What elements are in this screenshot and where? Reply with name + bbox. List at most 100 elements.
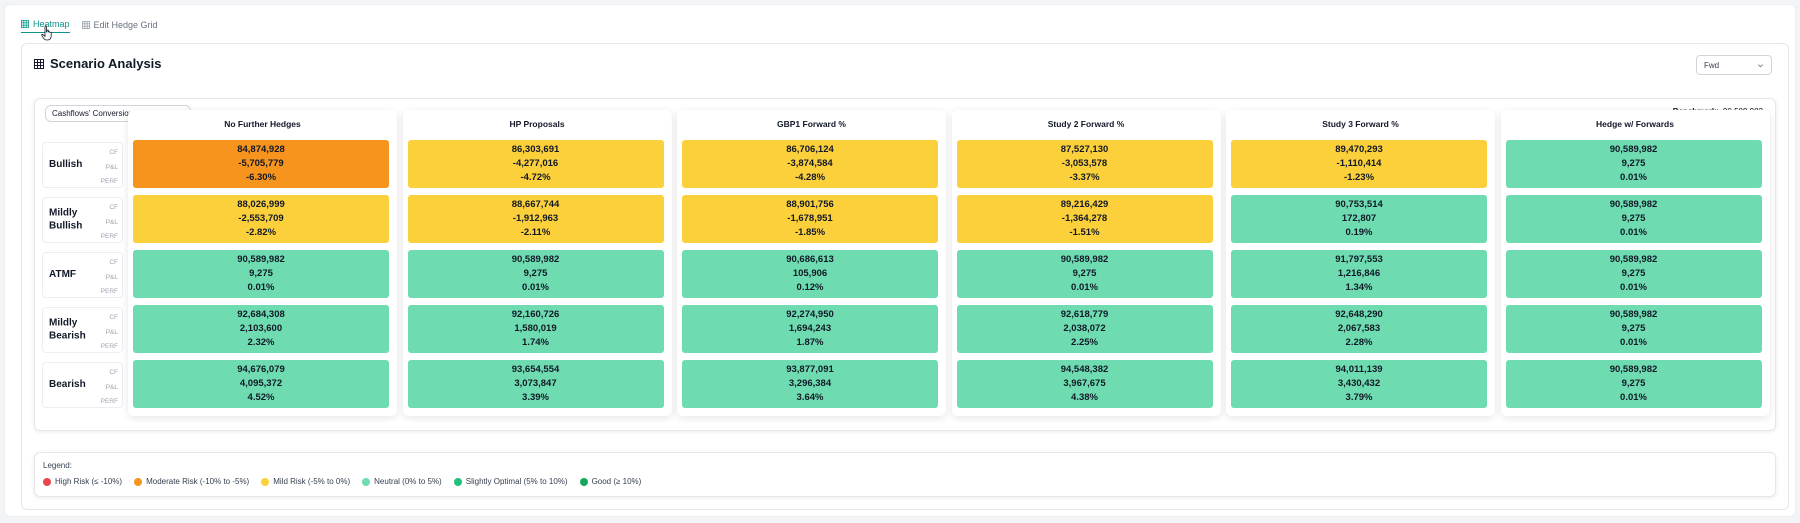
legend-item-label: Neutral (0% to 5%) (374, 477, 442, 486)
cell-pnl-value: 3,296,384 (788, 378, 832, 389)
cell-perf-value: 3.79% (1345, 392, 1373, 403)
cell-pnl-value: 2,103,600 (239, 323, 283, 334)
cell-perf-value: 3.64% (796, 392, 824, 403)
cell-perf-value: 0.01% (1620, 282, 1647, 293)
cell-cf-value: 88,901,756 (786, 199, 834, 210)
cell-perf-value: 1.87% (796, 337, 824, 348)
heatmap-cell[interactable]: 84,874,928 -5,705,779 -6.30% (133, 140, 389, 188)
heatmap-cell[interactable]: 88,901,756 -1,678,951 -1.85% (682, 195, 938, 243)
cell-pnl-value: 2,038,072 (1063, 323, 1106, 334)
cell-cf-value: 92,160,726 (511, 309, 560, 320)
cell-pnl-value: 1,694,243 (788, 323, 832, 334)
rate-type-select[interactable]: Fwd (1696, 55, 1772, 75)
metric-labels: CF P&L PERF (101, 146, 118, 190)
heatmap-cell[interactable]: 90,589,982 9,275 0.01% (956, 250, 1213, 298)
scenario-row-label: Mildly Bearish CF P&L PERF (42, 307, 123, 353)
heatmap-cell[interactable]: 90,589,982 9,275 0.01% (1505, 305, 1762, 353)
metric-label: P&L (105, 218, 118, 226)
cell-pnl-value: -1,364,278 (1061, 213, 1108, 224)
heatmap-cell[interactable]: 89,470,293 -1,110,414 -1.23% (1231, 140, 1487, 188)
cell-pnl-value: 9,275 (1621, 323, 1646, 334)
cell-pnl-value: 3,967,675 (1063, 378, 1106, 389)
scenario-name: Bullish (49, 158, 83, 170)
heatmap-cell[interactable]: 90,589,982 9,275 0.01% (1505, 250, 1762, 298)
cell-perf-value: 2.25% (1071, 337, 1098, 348)
heatmap-cell[interactable]: 93,877,091 3,296,384 3.64% (682, 360, 938, 408)
cell-perf-value: 0.01% (1620, 172, 1647, 183)
cell-cf-value: 89,216,429 (1060, 199, 1109, 210)
legend-dot-icon (579, 477, 588, 486)
cell-cf-value: 90,589,982 (1060, 254, 1109, 265)
legend-item-label: Moderate Risk (-10% to -5%) (146, 477, 250, 486)
heatmap-cell[interactable]: 92,618,779 2,038,072 2.25% (956, 305, 1213, 353)
legend-item-label: Slightly Optimal (5% to 10%) (465, 477, 568, 486)
cell-pnl-value: 9,275 (1621, 158, 1646, 169)
heatmap-cell[interactable]: 92,160,726 1,580,019 1.74% (407, 305, 664, 353)
cell-perf-value: -1.23% (1343, 172, 1375, 183)
cell-perf-value: -4.72% (520, 172, 551, 183)
heatmap-cell[interactable]: 92,684,308 2,103,600 2.32% (133, 305, 389, 353)
cell-pnl-value: 105,906 (792, 268, 828, 279)
cell-perf-value: 0.01% (1620, 392, 1647, 403)
heatmap-cell[interactable]: 92,648,290 2,067,583 2.28% (1231, 305, 1487, 353)
cell-perf-value: -1.85% (794, 227, 826, 238)
heatmap-cell[interactable]: 88,026,999 -2,553,709 -2.82% (133, 195, 389, 243)
app-frame: Heatmap Edit Hedge Grid Scenario Analysi… (4, 4, 1796, 517)
cell-pnl-value: -1,110,414 (1336, 158, 1382, 169)
cell-pnl-value: -5,705,779 (238, 158, 284, 169)
column-header: GBP1 Forward % (777, 119, 846, 129)
heatmap-cell[interactable]: 87,527,130 -3,053,578 -3.37% (956, 140, 1213, 188)
metric-label: PERF (100, 233, 118, 240)
legend: Legend: High Risk (≤ -10%) Moderate Risk … (34, 452, 1776, 497)
heatmap-cell[interactable]: 94,676,079 4,095,372 4.52% (133, 360, 389, 408)
heatmap-cell[interactable]: 90,589,982 9,275 0.01% (1505, 195, 1762, 243)
cell-perf-value: 1.34% (1345, 282, 1373, 293)
heatmap-cell[interactable]: 90,589,982 9,275 0.01% (1505, 140, 1762, 188)
heatmap-cell[interactable]: 86,303,691 -4,277,016 -4.72% (407, 140, 664, 188)
heatmap-cell[interactable]: 93,654,554 3,073,847 3.39% (407, 360, 664, 408)
scenario-analysis-panel: Scenario Analysis Fwd Cashflows' Convers… (21, 43, 1789, 510)
legend-dot-icon (43, 477, 51, 486)
cell-perf-value: -2.11% (520, 227, 551, 238)
heatmap-cell[interactable]: 90,589,982 9,275 0.01% (407, 250, 664, 298)
metric-labels: CF P&L PERF (101, 311, 118, 355)
cell-cf-value: 94,548,382 (1060, 364, 1109, 375)
heatmap-cell[interactable]: 92,274,950 1,694,243 1.87% (682, 305, 938, 353)
heatmap-cell[interactable]: 94,548,382 3,967,675 4.38% (956, 360, 1213, 408)
cell-pnl-value: -3,874,584 (787, 158, 833, 169)
scenario-name: Mildly Bearish (49, 317, 86, 342)
column-header: HP Proposals (509, 119, 565, 129)
metric-label: P&L (105, 163, 118, 171)
cell-pnl-value: 9,275 (249, 268, 273, 279)
cell-perf-value: 0.01% (1620, 337, 1647, 348)
strategy-column: Hedge w/ Forwards 90,589,982 9,275 0.01% 90,… (1500, 110, 1770, 416)
cell-perf-value: -4.28% (794, 172, 826, 183)
cell-perf-value: 3.39% (522, 392, 549, 403)
scenario-row-label: Bullish CF P&L PERF (42, 142, 123, 188)
tab-edit-hedge-grid[interactable]: Edit Hedge Grid (81, 19, 158, 33)
heatmap-cell[interactable]: 90,589,982 9,275 0.01% (1505, 360, 1762, 408)
cell-perf-value: 0.01% (1071, 282, 1098, 293)
panel-title-text: Scenario Analysis (50, 56, 162, 71)
cell-perf-value: -2.82% (245, 227, 277, 238)
metric-label: CF (109, 314, 118, 321)
heatmap-cell[interactable]: 88,667,744 -1,912,963 -2.11% (407, 195, 664, 243)
cell-perf-value: -6.30% (245, 172, 277, 183)
legend-item-label: High Risk (≤ -10%) (55, 477, 123, 486)
cell-pnl-value: 3,430,432 (1337, 378, 1381, 389)
cell-cf-value: 90,589,982 (1609, 364, 1658, 375)
legend-item: Neutral (0% to 5%) (362, 477, 442, 486)
heatmap-cell[interactable]: 90,589,982 9,275 0.01% (133, 250, 389, 298)
table-icon (34, 58, 44, 69)
heatmap-cell[interactable]: 89,216,429 -1,364,278 -1.51% (956, 195, 1213, 243)
scenario-row-label: Bearish CF P&L PERF (42, 362, 123, 408)
column-header: Hedge w/ Forwards (1596, 119, 1674, 129)
heatmap-cell[interactable]: 91,797,553 1,216,846 1.34% (1231, 250, 1487, 298)
heatmap-cell[interactable]: 94,011,139 3,430,432 3.79% (1231, 360, 1487, 408)
heatmap-cell[interactable]: 90,686,613 105,906 0.12% (682, 250, 938, 298)
heatmap-cell[interactable]: 90,753,514 172,807 0.19% (1231, 195, 1487, 243)
legend-dot-icon (134, 477, 143, 486)
column-header: Study 2 Forward % (1047, 119, 1125, 129)
cell-pnl-value: 4,095,372 (239, 378, 283, 389)
heatmap-cell[interactable]: 86,706,124 -3,874,584 -4.28% (682, 140, 938, 188)
